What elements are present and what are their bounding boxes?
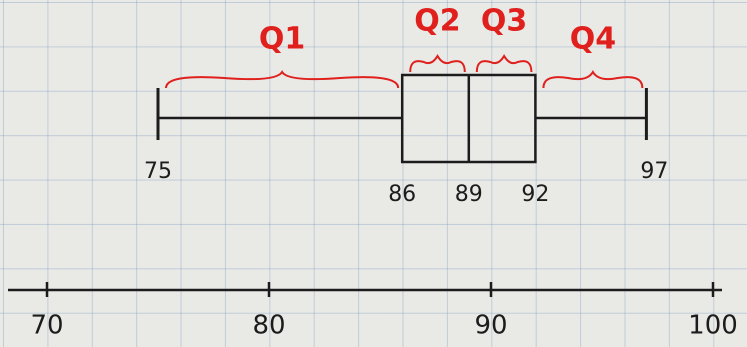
quartile-brace xyxy=(542,70,644,89)
quartile-brace xyxy=(165,70,400,89)
quartile-annotation: Q1 xyxy=(259,22,305,57)
x-tick-label: 80 xyxy=(252,311,285,341)
x-tick-label: 70 xyxy=(30,311,63,341)
value-label: 92 xyxy=(521,182,549,207)
quartile-brace xyxy=(475,54,533,73)
quartile-annotation: Q2 xyxy=(414,4,460,39)
value-label: 89 xyxy=(455,182,483,207)
quartile-brace xyxy=(409,54,466,73)
value-label: 86 xyxy=(388,182,416,207)
value-label: 97 xyxy=(640,159,668,184)
value-label: 75 xyxy=(144,159,172,184)
quartile-annotation: Q3 xyxy=(481,4,527,39)
x-tick-label: 100 xyxy=(688,311,738,341)
quartile-annotation: Q4 xyxy=(570,22,616,57)
x-tick-label: 90 xyxy=(474,311,507,341)
